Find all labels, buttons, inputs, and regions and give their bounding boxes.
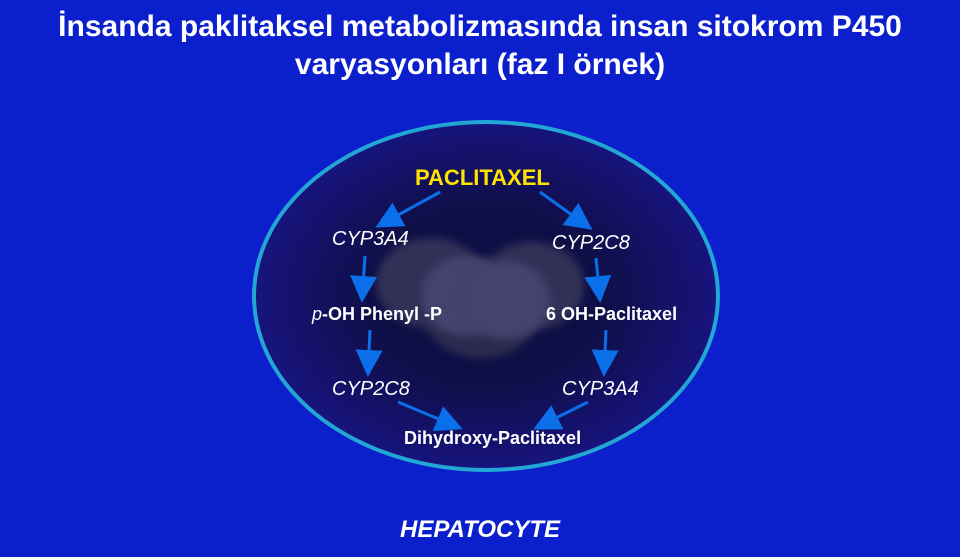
metabolism-arrow: [596, 258, 600, 300]
metabolism-arrow: [540, 192, 590, 228]
label-cyp3a4-top: CYP3A4: [332, 228, 409, 251]
label-paclitaxel: PACLITAXEL: [415, 165, 550, 191]
hepatocyte-caption: HEPATOCYTE: [0, 516, 960, 544]
label-cyp2c8-bot: CYP2C8: [332, 378, 410, 401]
arrow-layer: [0, 0, 960, 557]
label-cyp2c8-top: CYP2C8: [552, 232, 630, 255]
metabolism-arrow: [536, 402, 588, 428]
slide-root: İnsanda paklitaksel metabolizmasında ins…: [0, 0, 960, 557]
metabolism-arrow: [368, 330, 370, 374]
label-dihydroxy-paclitaxel: Dihydroxy-Paclitaxel: [404, 428, 581, 449]
metabolism-arrow: [398, 402, 460, 428]
label-6-oh-paclitaxel: 6 OH-Paclitaxel: [546, 304, 677, 325]
metabolism-arrow: [604, 330, 606, 374]
metabolism-arrow: [378, 192, 440, 226]
label-p-oh-phenyl: p-OH Phenyl -P: [312, 304, 442, 325]
metabolism-arrow: [362, 256, 365, 300]
label-cyp3a4-bot: CYP3A4: [562, 378, 639, 401]
